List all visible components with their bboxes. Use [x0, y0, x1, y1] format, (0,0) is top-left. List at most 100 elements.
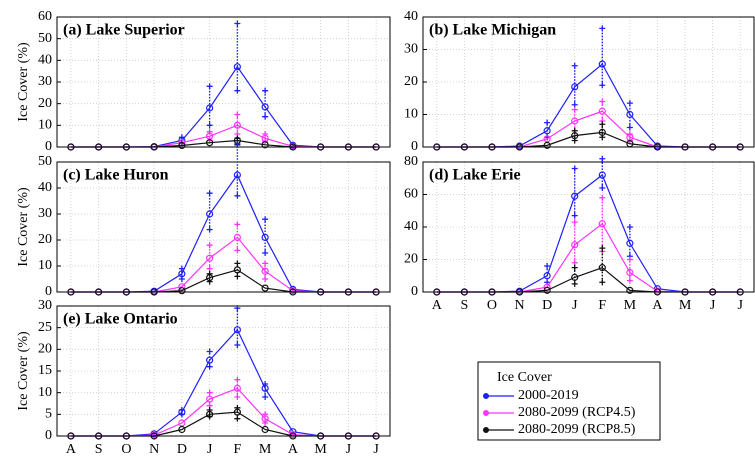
error-cap-low	[262, 250, 269, 256]
y-tick-label: 60	[404, 187, 418, 202]
point	[736, 143, 744, 151]
y-tick-label: 40	[38, 180, 52, 195]
error-cap-high	[262, 131, 269, 137]
error-cap-low	[234, 192, 241, 199]
point	[178, 408, 186, 416]
error-cap-high	[234, 260, 241, 267]
error-cap-high	[626, 256, 633, 263]
panel-title: (e) Lake Ontario	[63, 311, 178, 328]
legend-label: 2000-2019	[518, 388, 579, 403]
error-cap-low	[206, 363, 213, 370]
error-cap-high	[234, 404, 241, 411]
error-cap-high	[262, 260, 269, 267]
error-cap-low	[206, 226, 213, 233]
point	[488, 143, 496, 151]
error-cap-high	[234, 305, 241, 312]
point	[150, 432, 158, 440]
legend-marker	[483, 427, 489, 433]
point	[598, 171, 606, 179]
point	[261, 284, 269, 292]
point	[709, 288, 717, 296]
error-cap-low	[234, 247, 241, 254]
point	[261, 384, 269, 392]
point	[95, 432, 103, 440]
point	[317, 143, 325, 151]
point	[233, 121, 241, 129]
error-cap-high	[234, 20, 241, 27]
y-tick-label: 10	[404, 107, 418, 122]
error-cap-high	[599, 245, 606, 252]
x-tick-label: O	[487, 298, 497, 313]
y-tick-label: 0	[45, 284, 52, 299]
error-cap-high	[571, 62, 578, 69]
point	[433, 288, 441, 296]
point	[233, 63, 241, 71]
y-tick-label: 10	[38, 385, 52, 400]
x-tick-label: A	[288, 442, 299, 457]
plot-frame	[56, 305, 391, 437]
error-cap-high	[234, 140, 241, 147]
point	[543, 286, 551, 294]
error-cap-high	[262, 87, 269, 94]
x-tick-label: F	[233, 442, 241, 457]
legend-box	[477, 361, 661, 441]
point	[598, 107, 606, 115]
y-tick-label: 50	[38, 31, 52, 46]
x-tick-label: J	[207, 442, 213, 457]
y-tick-label: 20	[38, 96, 52, 111]
point	[736, 288, 744, 296]
legend-label: 2080-2099 (RCP4.5)	[518, 405, 636, 420]
point	[317, 432, 325, 440]
error-cap-low	[234, 415, 241, 422]
point	[95, 143, 103, 151]
error-cap-high	[599, 25, 606, 32]
series-line	[70, 236, 377, 293]
point	[433, 143, 441, 151]
point	[460, 288, 468, 296]
point	[626, 286, 634, 294]
point	[626, 239, 634, 247]
error-cap-low	[571, 212, 578, 219]
x-tick-label: J	[572, 298, 578, 313]
series-line	[70, 139, 377, 148]
x-tick-label: M	[679, 298, 692, 313]
point	[67, 143, 75, 151]
point	[571, 241, 579, 249]
point	[261, 233, 269, 241]
panel-title: (a) Lake Superior	[63, 22, 185, 39]
point	[571, 132, 579, 140]
point	[178, 270, 186, 278]
y-axis-label: Ice Cover (%)	[16, 187, 31, 267]
x-tick-label: J	[373, 442, 379, 457]
y-tick-label: 0	[45, 428, 52, 443]
point	[206, 254, 214, 262]
x-tick-label: N	[514, 298, 524, 313]
point	[709, 143, 717, 151]
error-cap-low	[206, 278, 213, 285]
point	[178, 287, 186, 295]
x-tick-label: S	[460, 298, 468, 313]
error-cap-high	[234, 376, 241, 383]
x-tick-label: F	[598, 298, 606, 313]
point	[598, 220, 606, 228]
point	[95, 288, 103, 296]
point	[571, 83, 579, 91]
error-cap-low	[234, 394, 241, 400]
point	[233, 266, 241, 274]
error-cap-high	[262, 411, 269, 418]
point	[67, 432, 75, 440]
series-line	[70, 328, 377, 437]
x-tick-label: A	[66, 442, 77, 457]
series-line	[436, 174, 741, 293]
error-cap-high	[206, 83, 213, 90]
x-tick-label: M	[314, 442, 327, 457]
point	[122, 432, 130, 440]
error-cap-low	[626, 124, 633, 131]
point	[543, 127, 551, 135]
error-cap-high	[626, 224, 633, 230]
error-cap-high	[262, 216, 269, 223]
legend-marker	[483, 410, 489, 416]
y-tick-label: 25	[38, 320, 52, 335]
point	[178, 425, 186, 434]
